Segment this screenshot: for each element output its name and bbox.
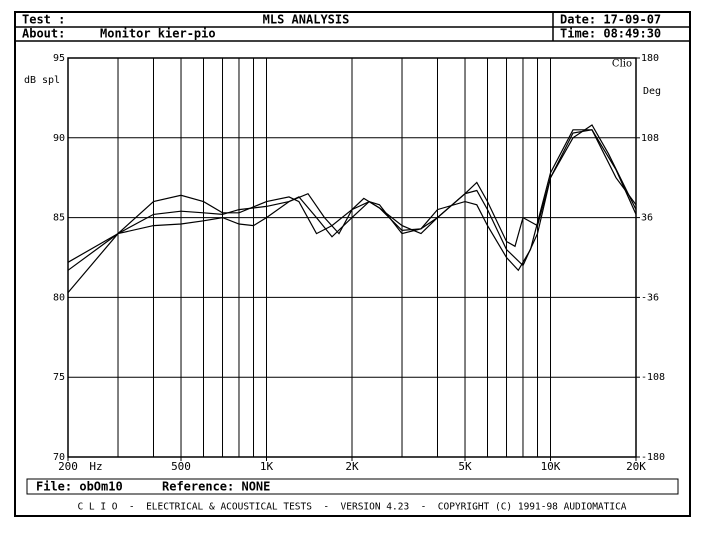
y-tick-label: 90 [53,133,65,144]
file: File: obOm10 [36,480,123,494]
time: Time: 08:49:30 [560,27,661,41]
brand: Clio [612,59,632,70]
reference: Reference: NONE [162,480,270,494]
x-tick-label: 200 [58,460,78,473]
x-tick-label: 2K [345,460,359,473]
y-tick-label: 85 [53,213,65,224]
y2-tick-label: 108 [641,133,659,144]
plot-area [67,57,637,458]
y2-tick-label: -36 [641,292,659,303]
y-tick-label: 75 [53,372,65,383]
test-label: Test : [22,13,65,27]
y-label: dB spl [24,75,60,86]
x-tick-label: 500 [171,460,191,473]
date: Date: 17-09-07 [560,13,661,27]
about: Monitor kier-pio [100,27,216,41]
y-tick-label: 80 [53,292,65,303]
y2-tick-label: -180 [641,452,665,463]
title: MLS ANALYSIS [263,13,350,27]
y2-label: Deg [643,86,661,97]
x-unit: Hz [89,460,102,473]
banner: C L I O - ELECTRICAL & ACOUSTICAL TESTS … [77,502,626,513]
about-label: About: [22,27,65,41]
y2-tick-label: 180 [641,53,659,64]
series-line [67,129,637,271]
x-tick-label: 10K [541,460,561,473]
file-box [26,478,679,495]
x-tick-label: 20K [626,460,646,473]
x-tick-label: 1K [260,460,274,473]
y2-tick-label: 36 [641,213,653,224]
y-tick-label: 95 [53,53,65,64]
x-tick-label: 5K [458,460,472,473]
series-line [67,129,637,272]
y-tick-label: 70 [53,452,65,463]
y2-tick-label: -108 [641,372,665,383]
